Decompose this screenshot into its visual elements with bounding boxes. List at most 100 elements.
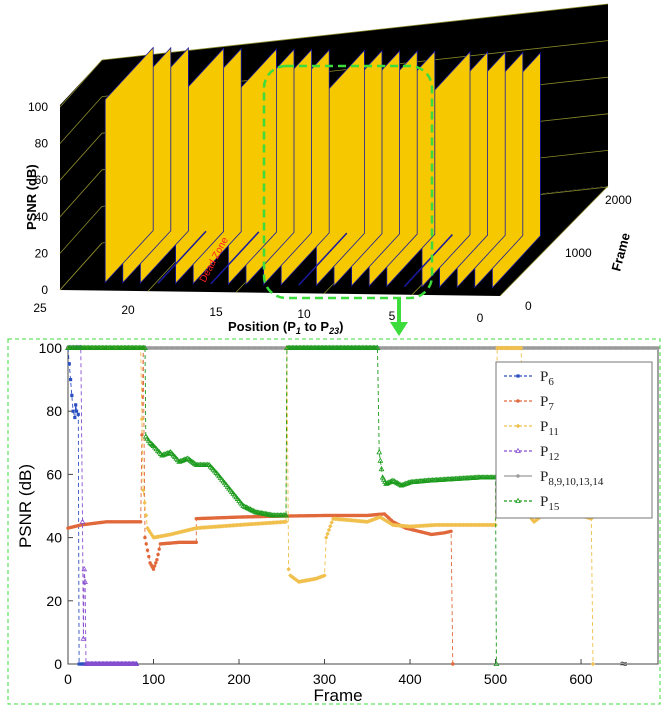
frame-tick-labels: 0 1000 2000 [525,193,632,313]
side-gridline [59,96,103,144]
data-point [283,519,289,524]
data-point [186,346,191,350]
legend-label: P8,9,10,13,14 [540,469,604,488]
side-gridline [59,59,103,108]
data-point [422,346,426,350]
axis-break-symbol: ≈ [620,656,627,671]
data-point [466,346,470,350]
z-tick-label: 40 [35,210,49,224]
data-point [142,500,147,506]
position-plane [104,46,154,284]
data-point [471,346,475,350]
data-point [400,346,404,350]
data-point [141,488,146,493]
data-point [518,345,524,351]
x-tick-label: 25 [33,301,47,315]
data-point [214,346,218,350]
data-point [630,346,634,350]
data-point [140,433,144,437]
data-point [183,455,190,462]
data-point [203,346,207,350]
data-point [405,346,410,350]
data-point [531,519,537,524]
data-point [263,346,267,350]
data-point [449,346,453,350]
x-tick-label: 300 [313,671,337,687]
data-point [564,346,568,350]
z-tick-label: 100 [28,100,48,114]
data-point [286,567,291,572]
data-point [293,577,299,582]
psnr-axis-label: PSNR (dB) [24,164,39,230]
data-point [530,518,535,523]
legend-entry: P11 [504,419,559,438]
data-point [388,478,395,484]
data-point [147,554,151,559]
data-point [157,547,161,551]
data-point [376,449,383,455]
data-point [377,514,383,520]
data-point [444,346,448,350]
x-tick-labels: 25 20 15 10 5 0 [33,301,483,325]
legend-label: P15 [540,494,560,513]
data-point [646,346,651,350]
legend: P6 P7 P11 P12 P8,9,10,13,14 P15 [495,361,653,519]
data-point [487,346,492,350]
data-point [537,346,541,350]
legend-entry: P6 [504,369,554,388]
data-point [290,575,296,580]
data-point [257,346,262,350]
legend-swatch-marker [516,399,520,403]
x-tick-label: 100 [142,671,166,687]
data-point [570,346,574,350]
data-point [166,449,173,455]
data-point [374,344,381,351]
data-point [151,567,156,571]
data-point [181,346,185,350]
data-point [542,346,547,350]
floor-gridline [59,242,103,291]
legend-entry: P8,9,10,13,14 [504,469,604,488]
x-tick-label: 0 [64,671,72,687]
data-point [619,346,623,350]
data-point [613,346,618,350]
y-tick-label: 40 [46,530,62,546]
data-point [143,513,149,518]
data-point [159,346,163,350]
data-point [427,346,432,350]
data-point [635,346,640,350]
data-point [74,403,78,407]
x-tick-label: 200 [227,671,251,687]
legend-swatch-marker [516,474,520,478]
data-point [67,362,71,366]
data-point [460,346,464,350]
position-flat-line [403,234,453,288]
psnr-axis-label-2d: PSNR (dB) [16,464,35,548]
data-point [82,578,88,584]
position-axis-label: Position (P1 to P23) [228,319,343,336]
data-point [149,441,156,447]
data-point [138,520,143,524]
y-tick-label: 100 [39,340,63,356]
frame-axis-label: Frame [313,686,362,705]
x-tick-label: 400 [398,671,422,687]
data-point [597,346,601,350]
series-7 [66,346,455,666]
x-tick-label: 20 [121,303,135,317]
data-point [292,576,297,581]
data-point [139,416,145,422]
data-point [624,346,629,350]
z-tick-label: 20 [35,246,49,260]
y-tick-label: 60 [46,466,62,482]
data-point [438,346,443,350]
data-point [383,346,388,350]
data-point [326,527,332,533]
data-point [602,346,607,350]
data-point [324,535,329,540]
data-point [329,520,334,525]
data-point [378,465,385,472]
z-tick-label: 0 [41,283,48,297]
data-point [416,346,421,350]
